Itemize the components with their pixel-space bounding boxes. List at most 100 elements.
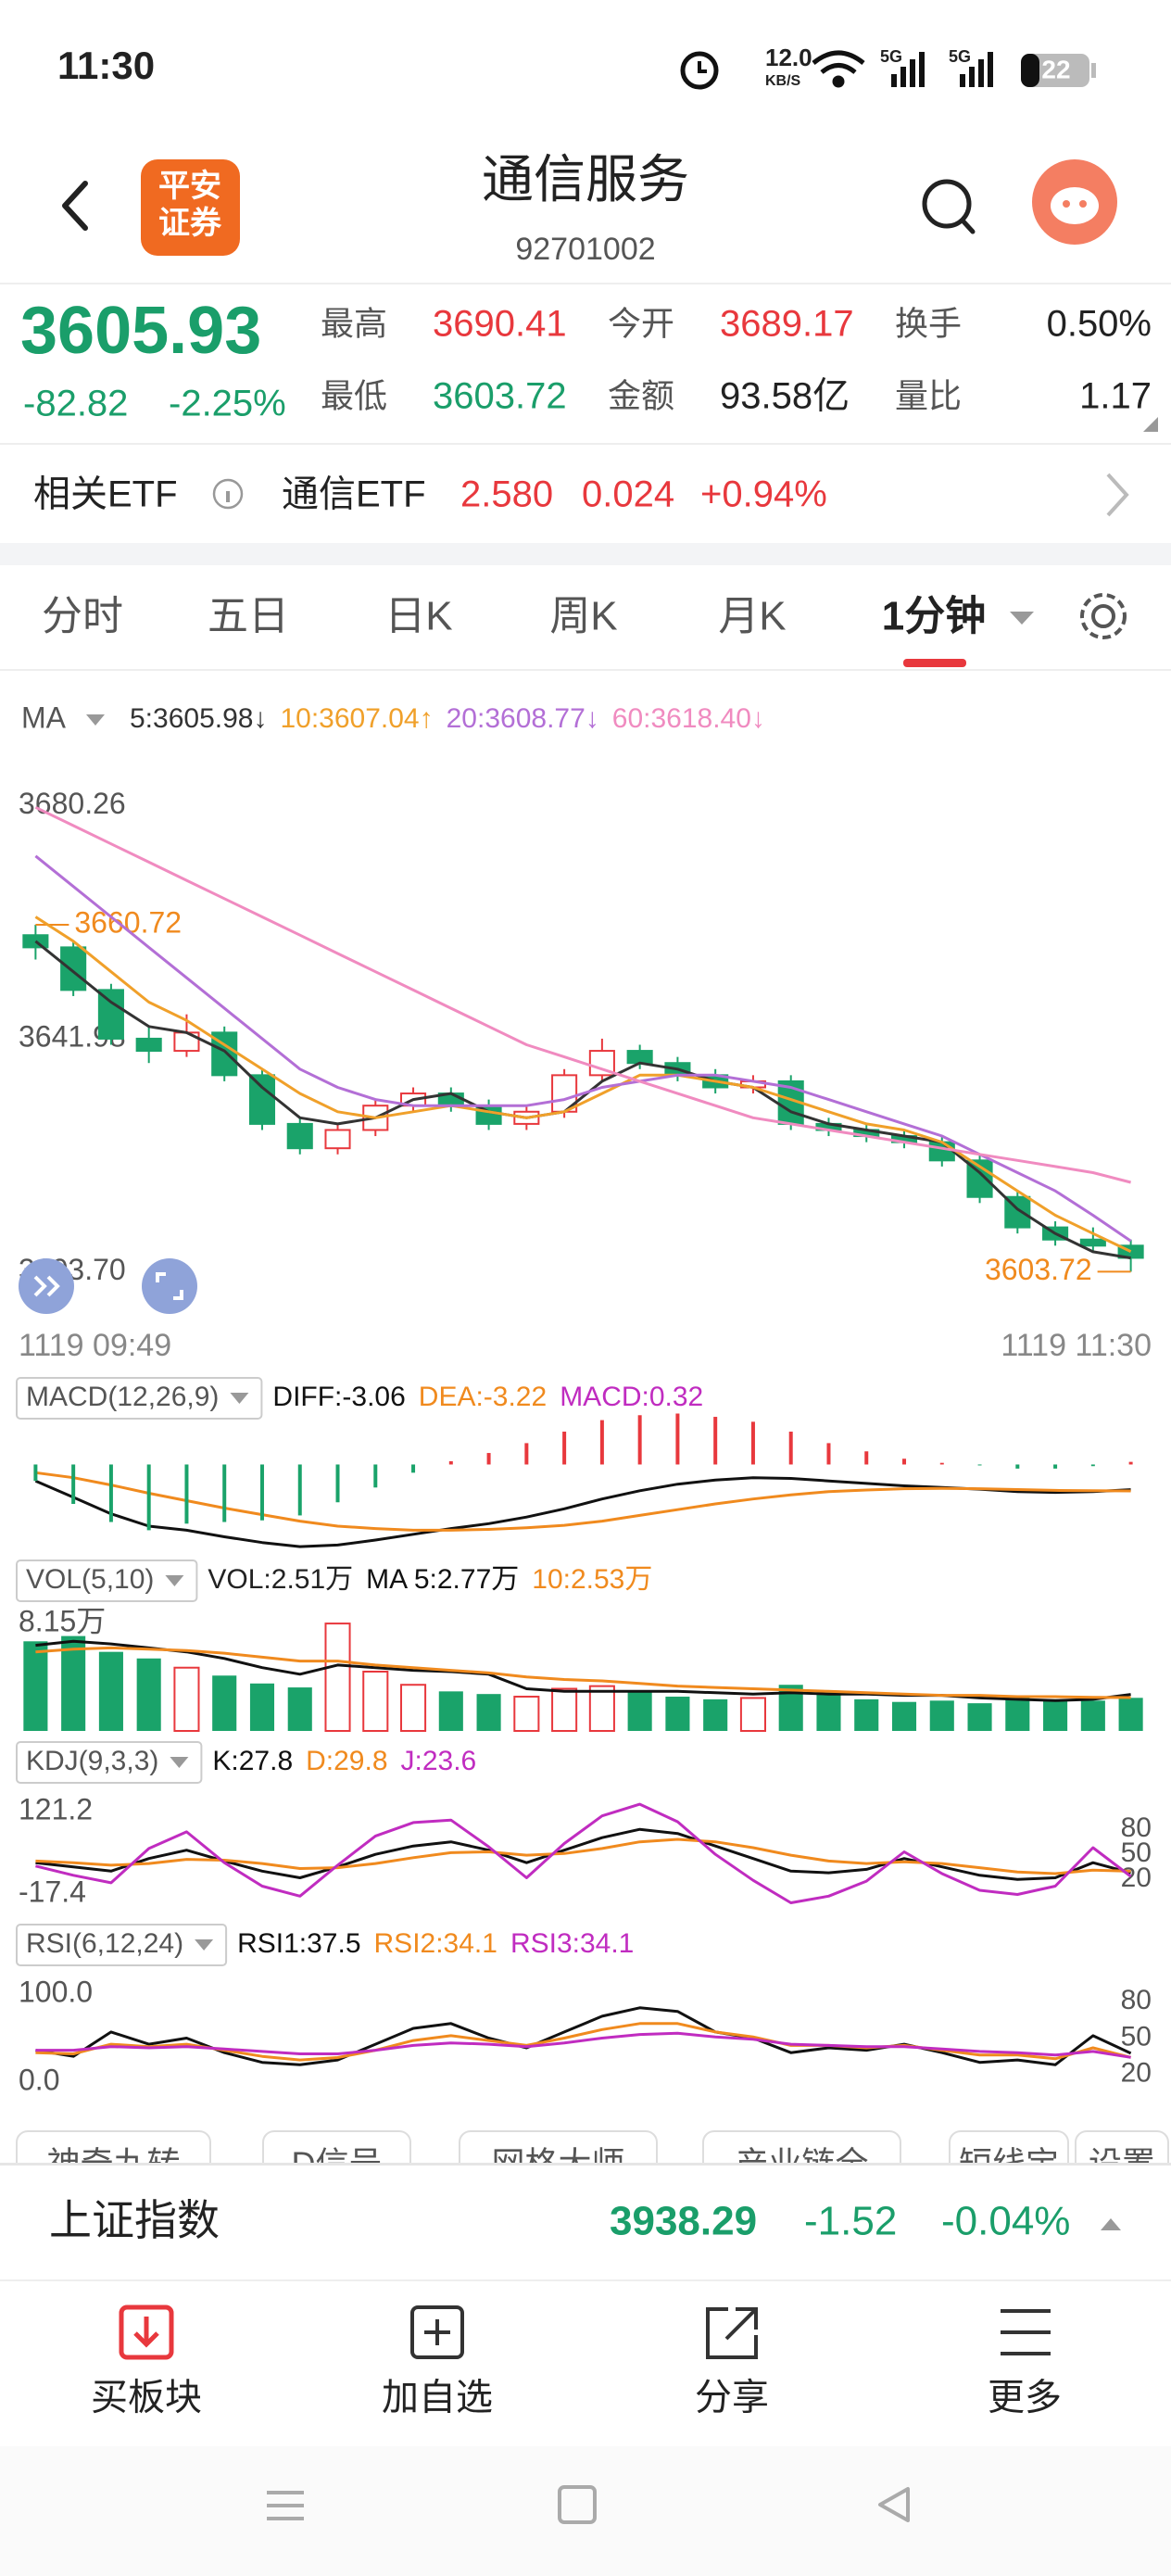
macd-bar bbox=[713, 1417, 718, 1465]
y-tick-label: -17.4 bbox=[19, 1875, 86, 1908]
legend-entry: 60:3618.40↓ bbox=[612, 703, 765, 734]
macd-bar bbox=[486, 1453, 491, 1465]
volume-bar bbox=[438, 1691, 463, 1731]
stat-label: 今开 bbox=[608, 305, 674, 343]
menu-key[interactable] bbox=[267, 2491, 304, 2520]
legend-entry: 10:2.53万 bbox=[532, 1564, 652, 1595]
divider bbox=[0, 2163, 1171, 2166]
macd-bar bbox=[599, 1420, 604, 1465]
index-change-pct: -0.04% bbox=[941, 2199, 1070, 2244]
macd-bar bbox=[108, 1464, 113, 1522]
volume-bar bbox=[1043, 1698, 1068, 1731]
volume-bar bbox=[324, 1623, 351, 1732]
index-bar[interactable] bbox=[0, 2165, 1171, 2279]
system-nav bbox=[0, 2446, 1171, 2576]
macd-bar bbox=[335, 1464, 340, 1503]
nav-item[interactable]: 加自选 bbox=[382, 2305, 493, 2418]
home-key[interactable] bbox=[558, 2485, 597, 2524]
legend-entry: 20:3608.77↓ bbox=[447, 703, 599, 734]
indicator-title: MACD(12,26,9) bbox=[26, 1382, 219, 1412]
nav-label: 更多 bbox=[988, 2378, 1062, 2418]
avatar-button[interactable] bbox=[1032, 159, 1117, 245]
macd-bar bbox=[448, 1460, 453, 1465]
settings-button[interactable] bbox=[1080, 593, 1127, 639]
indicator-selector[interactable] bbox=[16, 1377, 263, 1420]
tab[interactable]: 分时 bbox=[42, 594, 123, 639]
nav-item[interactable]: 分享 bbox=[695, 2307, 769, 2418]
tab[interactable]: 周K bbox=[549, 594, 617, 639]
macd-bar bbox=[259, 1464, 264, 1521]
macd-bar bbox=[33, 1464, 38, 1482]
stat-label: 最高 bbox=[321, 305, 387, 343]
legend-entry: MACD:0.32 bbox=[560, 1382, 703, 1412]
candle-body bbox=[928, 1141, 955, 1162]
volume-bar bbox=[929, 1700, 954, 1731]
logo-text: 证券 bbox=[158, 206, 222, 241]
legend-entry: RSI3:34.1 bbox=[510, 1928, 634, 1959]
back-button[interactable] bbox=[62, 181, 88, 231]
stat-value: 1.17 bbox=[1079, 376, 1152, 417]
alarm-icon bbox=[680, 51, 719, 90]
volume-bar bbox=[967, 1703, 992, 1731]
macd-bar bbox=[977, 1464, 982, 1466]
wifi-icon bbox=[812, 50, 865, 88]
candle-body bbox=[286, 1122, 313, 1150]
indicator-selector[interactable] bbox=[16, 1741, 203, 1784]
volume-bar bbox=[249, 1683, 275, 1731]
dropdown-arrow bbox=[165, 1575, 184, 1586]
dropdown-arrow bbox=[86, 714, 105, 726]
tab-active[interactable]: 1分钟 bbox=[882, 594, 986, 639]
signal-icon bbox=[960, 52, 993, 87]
back-key[interactable] bbox=[878, 2487, 910, 2522]
etf-label: 相关ETF bbox=[33, 474, 178, 515]
macd-bar bbox=[297, 1464, 302, 1516]
volume-bar bbox=[98, 1651, 123, 1731]
nav-item[interactable]: 买板块 bbox=[91, 2305, 202, 2418]
macd-bar bbox=[1128, 1461, 1133, 1465]
signal-icon bbox=[891, 52, 925, 87]
indicator-title: KDJ(9,3,3) bbox=[26, 1746, 158, 1776]
stat-label: 量比 bbox=[895, 377, 962, 415]
indicator-title: VOL(5,10) bbox=[26, 1564, 154, 1595]
search-button[interactable] bbox=[922, 179, 976, 234]
macd-bar bbox=[524, 1443, 529, 1465]
divider bbox=[0, 443, 1171, 445]
macd-bar bbox=[373, 1464, 378, 1488]
volume-bar bbox=[1118, 1698, 1143, 1731]
y2-tick-label: 50 bbox=[1121, 2021, 1152, 2052]
macd-bar bbox=[1090, 1464, 1095, 1467]
index-price: 3938.29 bbox=[610, 2199, 757, 2244]
tab[interactable]: 月K bbox=[718, 594, 786, 639]
volume-bar bbox=[627, 1691, 652, 1731]
series-line bbox=[35, 1471, 1131, 1532]
battery-level: 22 bbox=[1041, 55, 1070, 83]
dropdown-arrow bbox=[230, 1393, 249, 1404]
series-line bbox=[34, 915, 1132, 1253]
volume-bar bbox=[551, 1687, 578, 1733]
fullscreen-button[interactable] bbox=[142, 1258, 197, 1314]
indicator-selector[interactable] bbox=[16, 1559, 198, 1602]
indicator-selector[interactable] bbox=[16, 1924, 228, 1966]
volume-bar bbox=[173, 1666, 200, 1732]
legend-entry: D:29.8 bbox=[306, 1746, 387, 1776]
legend-entry: RSI1:37.5 bbox=[237, 1928, 360, 1959]
stat-value: 0.50% bbox=[1047, 304, 1152, 345]
tab[interactable]: 日K bbox=[384, 594, 452, 639]
stat-value: 3689.17 bbox=[720, 304, 854, 345]
chevron bbox=[1106, 473, 1129, 517]
tab[interactable]: 五日 bbox=[208, 594, 289, 639]
volume-bar bbox=[400, 1684, 427, 1732]
y-tick-label: 0.0 bbox=[19, 2063, 59, 2096]
expand-left-button[interactable] bbox=[19, 1258, 74, 1314]
macd-bar bbox=[939, 1462, 944, 1465]
etf-row[interactable]: 相关ETF 通信ETF 2.580 0.024 +0.94% bbox=[33, 473, 1129, 517]
macd-bar bbox=[637, 1415, 642, 1465]
legend-title: MA bbox=[21, 701, 67, 734]
macd-bar bbox=[411, 1464, 416, 1473]
macd-bar bbox=[71, 1464, 76, 1505]
nav-item[interactable]: 更多 bbox=[988, 2309, 1062, 2418]
x-start-label: 1119 09:49 bbox=[19, 1328, 171, 1363]
y-tick-label: 100.0 bbox=[19, 1975, 93, 2008]
series-line bbox=[34, 854, 1132, 1243]
legend-entry: 10:3607.04↑ bbox=[280, 703, 433, 734]
